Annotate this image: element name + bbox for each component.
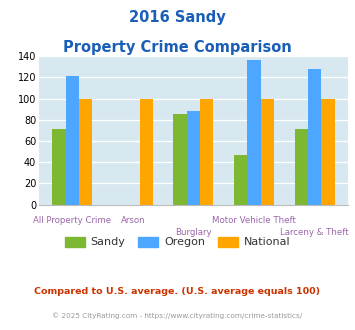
Bar [187, 111, 200, 205]
Legend: Sandy, Oregon, National: Sandy, Oregon, National [60, 232, 295, 252]
Bar [234, 155, 247, 205]
Bar [66, 76, 79, 205]
Text: © 2025 CityRating.com - https://www.cityrating.com/crime-statistics/: © 2025 CityRating.com - https://www.city… [53, 312, 302, 318]
Bar [308, 69, 321, 205]
Text: Arson: Arson [121, 216, 145, 225]
Bar [200, 99, 213, 205]
Bar [295, 129, 308, 205]
Text: Compared to U.S. average. (U.S. average equals 100): Compared to U.S. average. (U.S. average … [34, 287, 321, 296]
Bar [261, 99, 274, 205]
Bar [140, 99, 153, 205]
Bar [79, 99, 92, 205]
Text: Burglary: Burglary [175, 228, 212, 237]
Bar [174, 115, 187, 205]
Text: 2016 Sandy: 2016 Sandy [129, 10, 226, 25]
Text: Motor Vehicle Theft: Motor Vehicle Theft [212, 216, 296, 225]
Text: All Property Crime: All Property Crime [33, 216, 111, 225]
Text: Larceny & Theft: Larceny & Theft [280, 228, 349, 237]
Bar [321, 99, 334, 205]
Bar [247, 60, 261, 205]
Bar [53, 129, 66, 205]
Text: Property Crime Comparison: Property Crime Comparison [63, 40, 292, 54]
